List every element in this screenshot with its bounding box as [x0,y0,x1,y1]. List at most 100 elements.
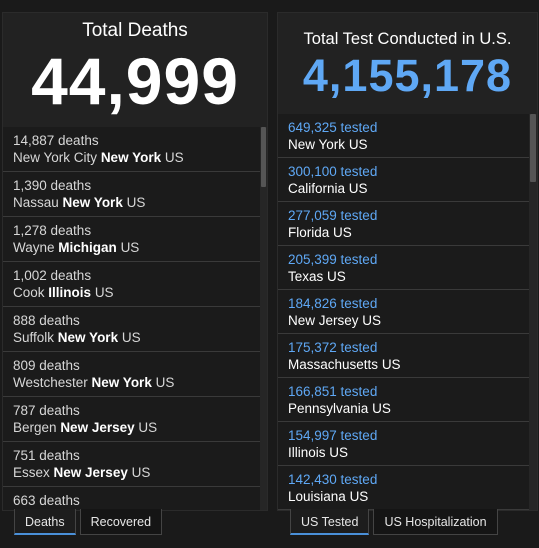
deaths-total-value: 44,999 [31,44,239,118]
deaths-location: Suffolk New York US [13,329,260,346]
tests-location: Louisiana US [288,488,529,505]
deaths-count: 787 deaths [13,403,80,418]
tab-us-tested[interactable]: US Tested [290,509,370,535]
location-place: Illinois [288,445,326,460]
location-country: US [164,150,184,165]
location-place: Bergen [13,420,57,435]
tests-location: New Jersey US [288,312,529,329]
tests-list-item[interactable]: 142,430 tested Louisiana US [278,466,529,510]
tests-list-scrollbar[interactable] [529,114,537,510]
deaths-list-item[interactable]: 751 deaths Essex New Jersey US [3,442,260,487]
location-state: New York [57,330,119,345]
deaths-list-item[interactable]: 1,002 deaths Cook Illinois US [3,262,260,307]
tab-recovered[interactable]: Recovered [79,509,163,535]
location-place: Pennsylvania [288,401,369,416]
tests-list-item[interactable]: 154,997 tested Illinois US [278,422,529,466]
deaths-count: 14,887 deaths [13,133,99,148]
location-place: Cook [13,285,45,300]
deaths-count: 1,002 deaths [13,268,92,283]
deaths-header: Total Deaths 44,999 [3,13,267,117]
tests-location: Florida US [288,224,529,241]
tests-location: New York US [288,136,529,153]
tests-list-item[interactable]: 300,100 tested California US [278,158,529,202]
tests-count: 184,826 tested [288,296,378,311]
location-country: US [121,330,141,345]
tests-list-item[interactable]: 277,059 tested Florida US [278,202,529,246]
tests-list-scroll-thumb[interactable] [530,114,536,182]
deaths-list-item[interactable]: 1,390 deaths Nassau New York US [3,172,260,217]
deaths-tab-bar: Deaths Recovered [14,509,163,535]
tests-list-item[interactable]: 205,399 tested Texas US [278,246,529,290]
location-country: US [138,420,158,435]
location-state: Illinois [48,285,92,300]
tests-header: Total Test Conducted in U.S. 4,155,178 [278,13,537,101]
location-country: US [381,357,401,372]
deaths-location: Bergen New Jersey US [13,419,260,436]
location-place: California [288,181,346,196]
location-place: Florida [288,225,330,240]
tests-location: Massachusetts US [288,356,529,373]
tests-list-item[interactable]: 166,851 tested Pennsylvania US [278,378,529,422]
deaths-count: 809 deaths [13,358,80,373]
deaths-list-item[interactable]: 888 deaths Suffolk New York US [3,307,260,352]
location-place: Westchester [13,375,88,390]
location-country: US [333,225,352,240]
tests-list-item[interactable]: 175,372 tested Massachusetts US [278,334,529,378]
location-country: US [348,137,368,152]
tests-count: 166,851 tested [288,384,378,399]
location-country: US [155,375,175,390]
deaths-location: New York City New York US [13,149,260,166]
deaths-list-item[interactable]: 809 deaths Westchester New York US [3,352,260,397]
location-state: New Jersey [60,420,135,435]
tests-count: 649,325 tested [288,120,378,135]
tests-count: 277,059 tested [288,208,378,223]
tests-location: Texas US [288,268,529,285]
deaths-location: Nassau New York US [13,194,260,211]
location-country: US [126,195,146,210]
tests-location: Pennsylvania US [288,400,529,417]
tests-list-item[interactable]: 649,325 tested New York US [278,114,529,158]
location-state: Michigan [58,240,117,255]
deaths-list-item[interactable]: 1,278 deaths Wayne Michigan US [3,217,260,262]
deaths-location: Wayne Michigan US [13,239,260,256]
deaths-list-scroll-thumb[interactable] [261,127,266,187]
deaths-list[interactable]: 14,887 deaths New York City New York US 1,… [3,127,260,510]
location-place: Suffolk [13,330,55,345]
tests-location: Illinois US [288,444,529,461]
tests-total-value: 4,155,178 [302,50,513,101]
location-country: US [329,445,349,460]
deaths-count: 751 deaths [13,448,80,463]
location-place: Wayne [13,240,55,255]
location-place: New York [288,137,346,152]
deaths-list-item[interactable]: 14,887 deaths New York City New York US [3,127,260,172]
total-tests-panel: Total Test Conducted in U.S. 4,155,178 6… [277,12,538,511]
deaths-title: Total Deaths [82,20,188,41]
tests-count: 154,997 tested [288,428,378,443]
location-country: US [372,401,391,416]
deaths-location: Cook Illinois US [13,284,260,301]
location-place: Texas [288,269,324,284]
deaths-list-item[interactable]: 787 deaths Bergen New Jersey US [3,397,260,442]
deaths-location: Westchester New York US [13,374,260,391]
tests-count: 300,100 tested [288,164,378,179]
tab-us-hospitalization[interactable]: US Hospitalization [373,509,498,535]
deaths-count: 1,278 deaths [13,223,92,238]
location-country: US [94,285,114,300]
location-country: US [120,240,140,255]
location-state: New York [100,150,162,165]
tests-list-item[interactable]: 184,826 tested New Jersey US [278,290,529,334]
deaths-count: 1,390 deaths [13,178,92,193]
tests-location: California US [288,180,529,197]
deaths-list-scrollbar[interactable] [260,127,267,510]
tests-tab-bar: US Tested US Hospitalization [290,509,498,535]
location-state: New Jersey [53,465,128,480]
total-deaths-panel: Total Deaths 44,999 14,887 deaths New Yor… [2,12,268,511]
deaths-list-item[interactable]: 663 deaths [3,487,260,510]
location-place: New Jersey [288,313,359,328]
location-state: New York [62,195,123,210]
location-place: New York City [13,150,98,165]
location-place: Nassau [13,195,59,210]
tests-list[interactable]: 649,325 tested New York US 300,100 tested C… [278,114,529,510]
location-country: US [131,465,151,480]
tab-deaths[interactable]: Deaths [14,509,76,535]
